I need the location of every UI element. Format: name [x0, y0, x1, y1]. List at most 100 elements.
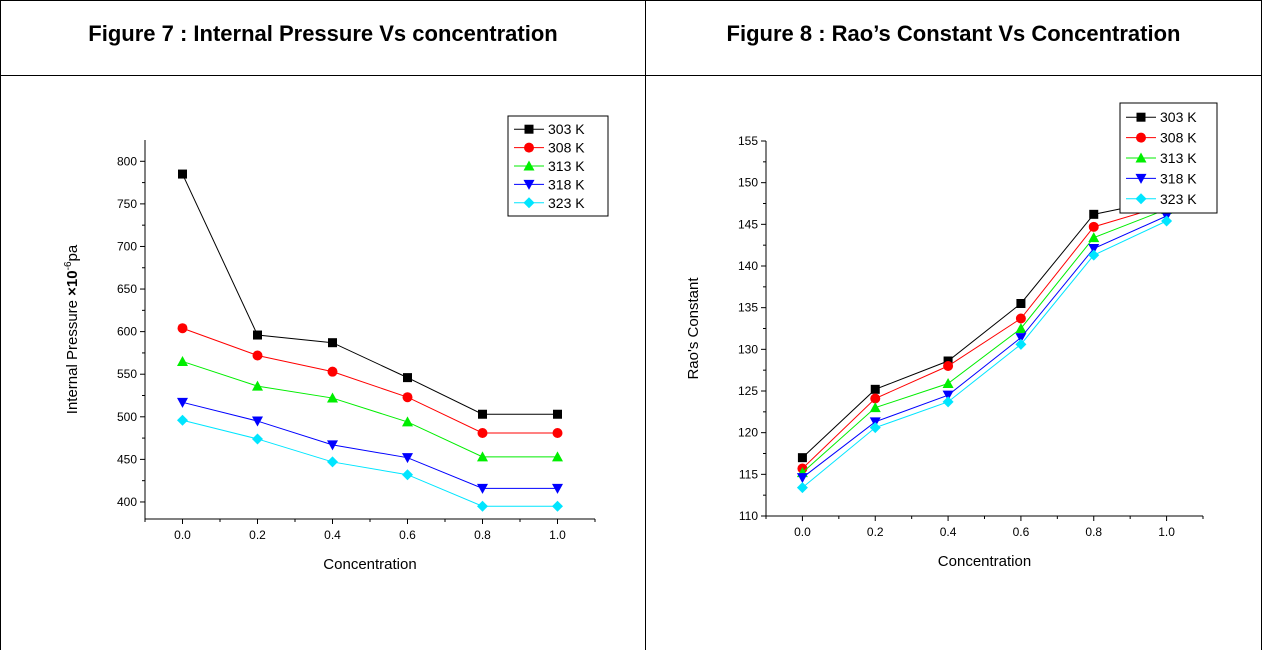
fig8-legend-marker	[1135, 173, 1147, 184]
fig8-data-point	[869, 402, 881, 413]
fig8-y-tick-label: 135	[738, 301, 758, 315]
fig8-y-tick-label: 145	[738, 217, 758, 231]
fig8-legend-label: 323 K	[1160, 191, 1197, 207]
fig7-y-tick-label: 550	[117, 367, 137, 381]
table-border-header-bottom	[0, 75, 1262, 76]
fig8-data-point	[1088, 244, 1100, 254]
fig7-y-tick-label: 800	[117, 154, 137, 168]
fig7-x-axis-label: Concentration	[323, 556, 416, 573]
fig7-y-tick-label: 450	[117, 452, 137, 466]
fig7-data-point	[177, 355, 188, 366]
fig8-series-303k	[797, 194, 1172, 463]
fig7-y-tick-label: 650	[117, 282, 137, 296]
fig7-y-tick-label: 400	[117, 495, 137, 509]
fig8-legend-label: 308 K	[1160, 130, 1197, 146]
fig7-series-323k	[177, 414, 563, 512]
fig7-series-line	[182, 173, 558, 415]
fig8-legend-label: 318 K	[1160, 170, 1197, 186]
table-border-top	[0, 0, 1262, 1]
fig8-legend-marker	[1135, 152, 1147, 163]
fig7-data-point	[252, 380, 263, 391]
fig8-data-point	[1161, 215, 1173, 227]
table-border-left	[0, 0, 1, 650]
fig7-series-313k	[177, 355, 563, 462]
fig7-legend-marker	[523, 160, 535, 171]
fig7-data-point	[327, 392, 338, 403]
fig8-data-point	[1015, 323, 1027, 333]
fig7-series-line	[182, 360, 558, 458]
fig8-series-line	[802, 220, 1167, 489]
fig8-data-point	[942, 396, 954, 408]
fig7-data-point	[477, 500, 488, 512]
table-border-middle	[645, 0, 646, 650]
fig8-y-tick-label: 130	[738, 342, 758, 356]
fig7-data-point	[477, 427, 488, 438]
fig7-data-point	[553, 409, 562, 419]
fig7-data-point	[552, 483, 563, 494]
fig8-legend-marker	[1135, 193, 1147, 205]
fig8-y-tick-label: 120	[738, 426, 758, 440]
fig8-x-tick-label: 0.4	[940, 525, 957, 539]
fig7-data-point	[177, 323, 188, 334]
fig7-data-point	[177, 397, 188, 408]
fig7-data-point	[252, 350, 263, 361]
fig8-x-axis-label: Concentration	[938, 553, 1031, 570]
fig7-data-point	[403, 373, 412, 383]
fig8-x-tick-label: 0.2	[867, 525, 884, 539]
fig8-data-point	[1088, 249, 1100, 261]
fig7-data-point	[552, 427, 563, 438]
fig8-x-tick-label: 1.0	[1158, 525, 1175, 539]
fig7-data-point	[327, 456, 338, 468]
fig7-y-tick-label: 500	[117, 410, 137, 424]
fig8-data-point	[869, 422, 881, 434]
figure-8-title: Figure 8 : Rao’s Constant Vs Concentrati…	[726, 21, 1181, 46]
fig8-legend-marker	[1136, 132, 1146, 143]
fig7-data-point	[252, 433, 263, 445]
fig8-data-point	[796, 473, 808, 484]
fig8-y-tick-label: 115	[739, 467, 758, 481]
fig7-x-tick-label: 0.8	[474, 528, 491, 542]
fig7-legend-label: 303 K	[548, 121, 585, 137]
fig8-data-point	[942, 378, 954, 388]
fig7-data-point	[477, 451, 488, 462]
fig7-data-point	[402, 469, 413, 481]
fig7-series-line	[182, 327, 558, 434]
fig7-data-point	[478, 409, 487, 419]
fig8-x-tick-label: 0.8	[1085, 525, 1102, 539]
fig7-series-303k	[178, 169, 562, 419]
fig7-y-tick-label: 750	[117, 197, 137, 211]
fig7-data-point	[327, 366, 338, 377]
fig7-x-tick-label: 0.0	[174, 528, 191, 542]
fig8-series-308k	[797, 200, 1172, 474]
fig7-data-point	[327, 440, 338, 451]
fig7-data-point	[177, 414, 188, 426]
fig7-legend-marker	[524, 142, 534, 153]
fig8-series-line	[802, 215, 1167, 479]
fig8-data-point	[943, 361, 954, 371]
fig7-legend-marker	[524, 124, 534, 134]
fig7-y-axis-label: Internal Pressure ×10-6pa	[63, 244, 81, 414]
fig8-series-318k	[796, 211, 1173, 484]
fig8-legend-label: 303 K	[1160, 109, 1197, 125]
fig8-x-tick-label: 0.0	[794, 525, 811, 539]
fig8-data-point	[1088, 232, 1100, 243]
fig7-data-point	[178, 169, 187, 179]
fig8-data-point	[1015, 338, 1027, 350]
fig8-y-tick-label: 140	[738, 259, 758, 273]
fig7-series-line	[182, 401, 558, 489]
fig7-x-tick-label: 0.2	[249, 528, 266, 542]
fig8-data-point	[1088, 221, 1099, 232]
fig8-data-point	[870, 393, 881, 404]
fig8-data-point	[942, 390, 954, 401]
fig7-data-point	[402, 453, 413, 464]
fig7-y-tick-label: 600	[117, 325, 137, 339]
fig8-series-line	[802, 198, 1167, 459]
fig7-legend-marker	[523, 197, 535, 209]
fig7-legend-label: 313 K	[548, 158, 585, 174]
fig7-legend-label: 308 K	[548, 140, 585, 156]
fig8-data-point	[1015, 333, 1027, 344]
fig8-y-tick-label: 110	[739, 509, 758, 523]
fig7-data-point	[402, 392, 413, 403]
